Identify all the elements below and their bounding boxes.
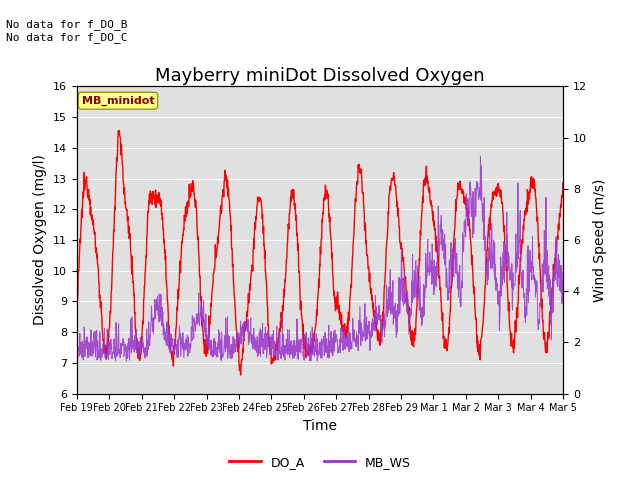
Text: No data for f_DO_B
No data for f_DO_C: No data for f_DO_B No data for f_DO_C [6, 19, 128, 43]
Title: Mayberry miniDot Dissolved Oxygen: Mayberry miniDot Dissolved Oxygen [155, 67, 485, 85]
Y-axis label: Wind Speed (m/s): Wind Speed (m/s) [593, 178, 607, 302]
Y-axis label: Dissolved Oxygen (mg/l): Dissolved Oxygen (mg/l) [33, 155, 47, 325]
X-axis label: Time: Time [303, 419, 337, 433]
Text: MB_minidot: MB_minidot [82, 96, 154, 106]
Legend: DO_A, MB_WS: DO_A, MB_WS [224, 451, 416, 474]
